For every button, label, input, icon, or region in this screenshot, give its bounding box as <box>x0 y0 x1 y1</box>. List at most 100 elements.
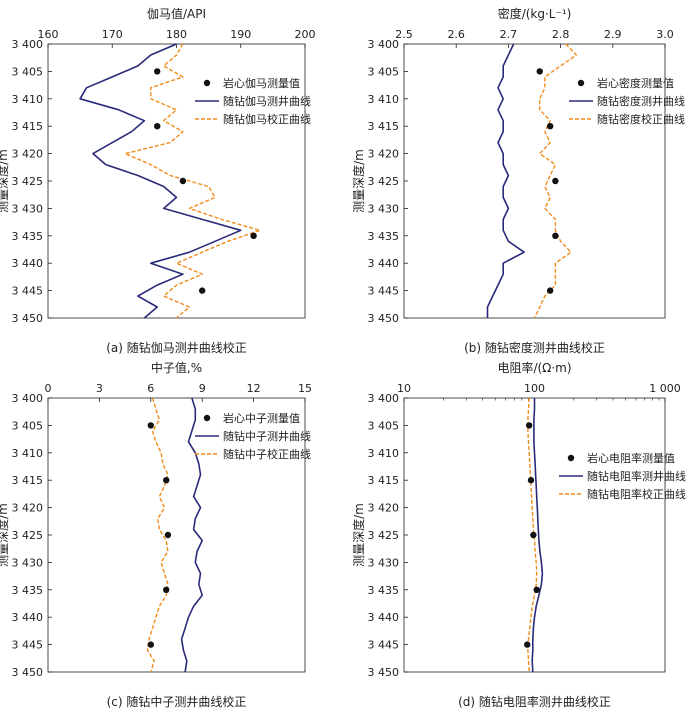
legend-label: 随钻中子测井曲线 <box>223 429 311 443</box>
measured-point <box>163 477 170 484</box>
measured-point <box>163 586 170 593</box>
measured-point <box>199 287 206 294</box>
legend-marker-measured <box>567 454 575 462</box>
legend-label: 随钻中子校正曲线 <box>223 447 311 461</box>
y-tick-label: 3 425 <box>368 175 400 188</box>
y-tick-label: 3 440 <box>368 611 400 624</box>
measured-point <box>147 422 154 429</box>
y-tick-label: 3 440 <box>12 611 44 624</box>
y-tick-label: 3 430 <box>12 202 44 215</box>
y-tick-label: 3 450 <box>12 312 44 325</box>
x-axis-title: 中子值,% <box>151 360 202 375</box>
x-axis-title: 伽马值/API <box>147 6 206 21</box>
measured-point <box>533 586 540 593</box>
logging-curve <box>531 398 544 673</box>
chart-panel-4: 10 100 1 000 电阻率/(Ω·m) 3 400 3 405 3 410 3 415 3… <box>351 360 686 709</box>
logging-curve <box>486 43 525 318</box>
x-tick-label: 2.6 <box>447 28 465 41</box>
y-tick-label: 3 435 <box>12 584 44 597</box>
y-tick-label: 3 405 <box>368 419 400 432</box>
x-tick-label: 2.5 <box>395 28 413 41</box>
x-tick-label: 200 <box>295 28 316 41</box>
chart-panel-2: 2.5 2.6 2.7 2.8 2.9 3.0 密度/(kg·L⁻¹) 3 400 3 405 3… <box>351 6 685 355</box>
measured-point <box>527 477 535 484</box>
y-tick-label: 3 410 <box>12 93 44 106</box>
corrected-curve <box>124 43 261 319</box>
corrected-curve <box>527 397 538 673</box>
panel-caption: (d) 随钻电阻率测井曲线校正 <box>458 694 611 709</box>
y-tick-label: 3 420 <box>368 148 400 161</box>
y-tick-label: 3 450 <box>368 312 400 325</box>
y-axis-title: 测量深度/m <box>351 149 366 213</box>
corrected-curve <box>533 43 577 319</box>
y-tick-label: 3 400 <box>12 38 44 51</box>
chart-panel-3: 0 3 6 9 12 15 中子值,% 3 400 3 405 3 410 3 415 3 420 3 … <box>0 360 312 709</box>
measured-point <box>546 287 554 294</box>
y-tick-label: 3 430 <box>368 556 400 569</box>
legend-label: 随钻电阻率校正曲线 <box>587 487 686 501</box>
measured-point <box>524 641 531 648</box>
y-tick-label: 3 410 <box>368 93 400 106</box>
measured-point <box>154 68 161 75</box>
panel-caption: (a) 随钻伽马测井曲线校正 <box>106 340 247 355</box>
x-tick-label: 15 <box>298 382 312 395</box>
y-tick-label: 3 445 <box>12 639 44 652</box>
legend-label: 随钻密度测井曲线 <box>597 94 685 108</box>
measured-point <box>147 641 154 648</box>
legend-marker-measured <box>203 79 211 87</box>
x-tick-label: 12 <box>247 382 261 395</box>
y-tick-label: 3 425 <box>368 529 400 542</box>
x-tick-label: 3 <box>96 382 103 395</box>
measured-point <box>164 531 172 539</box>
y-tick-label: 3 445 <box>368 639 400 652</box>
y-tick-label: 3 400 <box>12 392 44 405</box>
y-axis-title: 测量深度/m <box>0 149 10 213</box>
legend-label: 随钻伽马校正曲线 <box>223 112 311 126</box>
y-tick-label: 3 405 <box>368 65 400 78</box>
y-tick-label: 3 425 <box>12 529 44 542</box>
y-tick-label: 3 450 <box>12 666 44 679</box>
measured-point <box>250 232 257 239</box>
measured-point <box>525 422 533 429</box>
measured-point <box>536 68 543 75</box>
measured-point <box>552 232 559 239</box>
x-tick-label: 2.8 <box>552 28 570 41</box>
chart-panel-1: 160 170 180 190 200 伽马值/API 3 400 3 405 3 410 3 4… <box>0 6 316 355</box>
y-tick-label: 3 440 <box>12 257 44 270</box>
legend-label: 岩心伽马测量值 <box>223 76 300 90</box>
y-tick-label: 3 435 <box>12 230 44 243</box>
x-tick-label: 10 <box>397 382 411 395</box>
legend-label: 岩心中子测量值 <box>223 411 300 425</box>
legend-label: 随钻密度校正曲线 <box>597 112 685 126</box>
measured-point <box>179 177 187 185</box>
y-tick-label: 3 410 <box>12 447 44 460</box>
measured-point <box>154 123 161 130</box>
y-axis-title: 测量深度/m <box>0 503 10 567</box>
y-tick-label: 3 440 <box>368 257 400 270</box>
x-tick-label: 3.0 <box>656 28 674 41</box>
y-tick-label: 3 415 <box>12 474 44 487</box>
x-tick-label: 9 <box>199 382 206 395</box>
y-tick-label: 3 425 <box>12 175 44 188</box>
y-tick-label: 3 430 <box>12 556 44 569</box>
legend-marker-measured <box>203 414 211 422</box>
y-tick-label: 3 405 <box>12 65 44 78</box>
y-tick-label: 3 450 <box>368 666 400 679</box>
y-tick-label: 3 405 <box>12 419 44 432</box>
y-tick-label: 3 420 <box>368 502 400 515</box>
logging-curve <box>79 43 242 319</box>
y-tick-label: 3 435 <box>368 584 400 597</box>
y-tick-label: 3 420 <box>12 502 44 515</box>
y-tick-label: 3 415 <box>12 120 44 133</box>
logging-curve <box>180 397 203 673</box>
y-tick-label: 3 445 <box>12 285 44 298</box>
x-tick-label: 0 <box>45 382 52 395</box>
x-tick-label: 190 <box>230 28 251 41</box>
x-tick-label: 2.7 <box>500 28 518 41</box>
y-tick-label: 3 400 <box>368 38 400 51</box>
